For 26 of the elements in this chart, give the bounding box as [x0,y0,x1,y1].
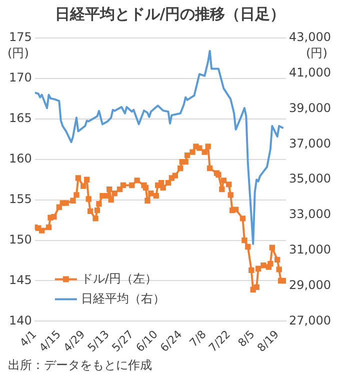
x-tick-label: 7/8 [187,328,209,350]
y-tick-label: 155 [9,192,32,206]
y-tick-label: 175 [9,30,32,44]
y2-tick-label: 35,000 [289,172,332,186]
y-tick-label: 145 [9,272,32,287]
y2-tick-label: 41,000 [289,66,332,80]
y-tick-label: 140 [9,313,32,328]
y2-tick-label: 33,000 [289,207,332,222]
y2-tick-label: 43,000 [289,30,332,44]
y-axis-title: (円) [8,46,29,60]
y-tick-label: 150 [9,232,32,246]
y-tick-label: 170 [9,70,32,85]
legend-label: 日経平均（右） [80,291,165,306]
y2-tick-label: 29,000 [289,278,332,292]
x-tick-label: 8/5 [236,328,258,350]
legend-label: ドル/円（左） [80,271,157,286]
y2-axis-title: (円) [306,46,328,60]
y2-tick-label: 39,000 [289,100,332,115]
y-tick-label: 160 [9,151,32,166]
y2-tick-label: 27,000 [289,313,332,328]
x-tick-label: 4/1 [17,328,40,350]
chart-title: 日経平均とドル/円の推移（日足） [54,4,286,23]
text: 出所：データをもとに作成 [8,358,152,372]
y-tick-label: 165 [9,111,32,126]
y2-tick-label: 37,000 [289,136,332,150]
y2-tick-label: 31,000 [289,242,332,257]
